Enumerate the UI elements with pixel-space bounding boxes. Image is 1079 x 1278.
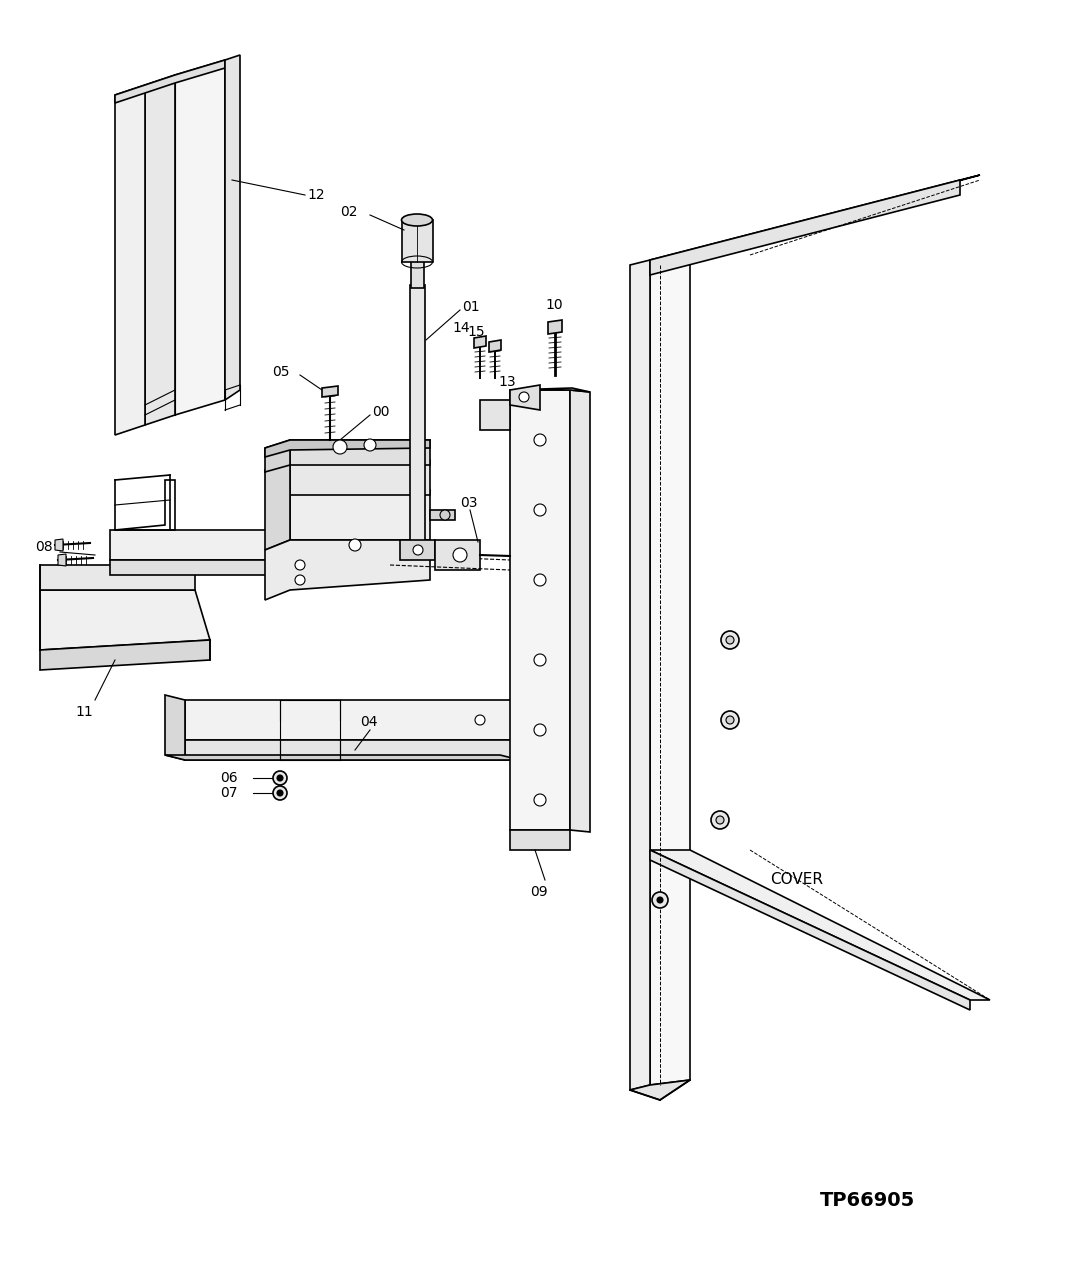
Circle shape [726, 716, 734, 725]
Polygon shape [489, 340, 501, 351]
Ellipse shape [401, 213, 433, 226]
Circle shape [295, 575, 305, 585]
Polygon shape [431, 510, 455, 520]
Circle shape [349, 539, 361, 551]
Polygon shape [570, 390, 590, 832]
Polygon shape [265, 440, 290, 472]
Polygon shape [265, 440, 431, 458]
Text: 02: 02 [340, 204, 357, 219]
Circle shape [475, 714, 484, 725]
Circle shape [534, 794, 546, 806]
Polygon shape [110, 560, 390, 575]
Text: 13: 13 [498, 374, 516, 389]
Polygon shape [115, 86, 145, 435]
Circle shape [726, 636, 734, 644]
Polygon shape [40, 565, 195, 590]
Polygon shape [650, 256, 689, 1085]
Polygon shape [650, 180, 960, 275]
Polygon shape [402, 220, 433, 262]
Polygon shape [400, 541, 435, 560]
Text: 05: 05 [272, 366, 289, 380]
Polygon shape [185, 740, 520, 760]
Circle shape [716, 815, 724, 824]
Circle shape [711, 812, 729, 829]
Polygon shape [510, 829, 570, 850]
Circle shape [721, 711, 739, 728]
Polygon shape [510, 390, 570, 829]
Polygon shape [510, 385, 540, 410]
Polygon shape [650, 175, 980, 259]
Text: 11: 11 [76, 705, 93, 720]
Circle shape [534, 725, 546, 736]
Circle shape [333, 440, 347, 454]
Text: 06: 06 [220, 771, 237, 785]
Polygon shape [322, 386, 338, 397]
Polygon shape [410, 285, 425, 544]
Circle shape [273, 771, 287, 785]
Polygon shape [40, 590, 210, 651]
Circle shape [440, 510, 450, 520]
Polygon shape [145, 75, 175, 426]
Polygon shape [290, 460, 431, 495]
Polygon shape [185, 700, 520, 740]
Polygon shape [110, 530, 390, 560]
Text: 04: 04 [360, 714, 378, 728]
Polygon shape [650, 850, 970, 1010]
Circle shape [519, 392, 529, 403]
Text: 01: 01 [462, 300, 480, 314]
Polygon shape [265, 541, 431, 599]
Text: 08: 08 [35, 541, 53, 553]
Circle shape [721, 631, 739, 649]
Text: 14: 14 [452, 321, 469, 335]
Polygon shape [58, 553, 66, 566]
Polygon shape [265, 460, 290, 550]
Circle shape [534, 435, 546, 446]
Text: COVER: COVER [770, 873, 823, 887]
Text: 12: 12 [308, 188, 325, 202]
Text: 03: 03 [460, 496, 478, 510]
Polygon shape [630, 1080, 689, 1100]
Polygon shape [650, 850, 991, 999]
Polygon shape [226, 55, 240, 400]
Circle shape [273, 786, 287, 800]
Text: TP66905: TP66905 [820, 1191, 915, 1209]
Text: 15: 15 [467, 325, 484, 339]
Polygon shape [165, 695, 185, 760]
Polygon shape [40, 640, 210, 670]
Circle shape [657, 897, 663, 904]
Circle shape [652, 892, 668, 907]
Polygon shape [411, 259, 424, 288]
Polygon shape [175, 60, 226, 415]
Circle shape [534, 654, 546, 666]
Text: 07: 07 [220, 786, 237, 800]
Polygon shape [290, 489, 431, 541]
Circle shape [413, 544, 423, 555]
Polygon shape [630, 259, 650, 1090]
Circle shape [453, 548, 467, 562]
Text: 10: 10 [545, 298, 562, 312]
Text: 00: 00 [372, 405, 390, 419]
Polygon shape [165, 755, 520, 760]
Circle shape [364, 440, 375, 451]
Polygon shape [115, 60, 226, 104]
Text: 09: 09 [530, 884, 548, 898]
Circle shape [277, 774, 283, 781]
Circle shape [295, 560, 305, 570]
Circle shape [277, 790, 283, 796]
Polygon shape [480, 400, 510, 429]
Polygon shape [510, 389, 590, 392]
Polygon shape [290, 440, 431, 465]
Polygon shape [435, 541, 480, 570]
Circle shape [534, 574, 546, 587]
Polygon shape [474, 336, 486, 348]
Polygon shape [548, 320, 562, 334]
Polygon shape [55, 539, 63, 551]
Circle shape [534, 504, 546, 516]
